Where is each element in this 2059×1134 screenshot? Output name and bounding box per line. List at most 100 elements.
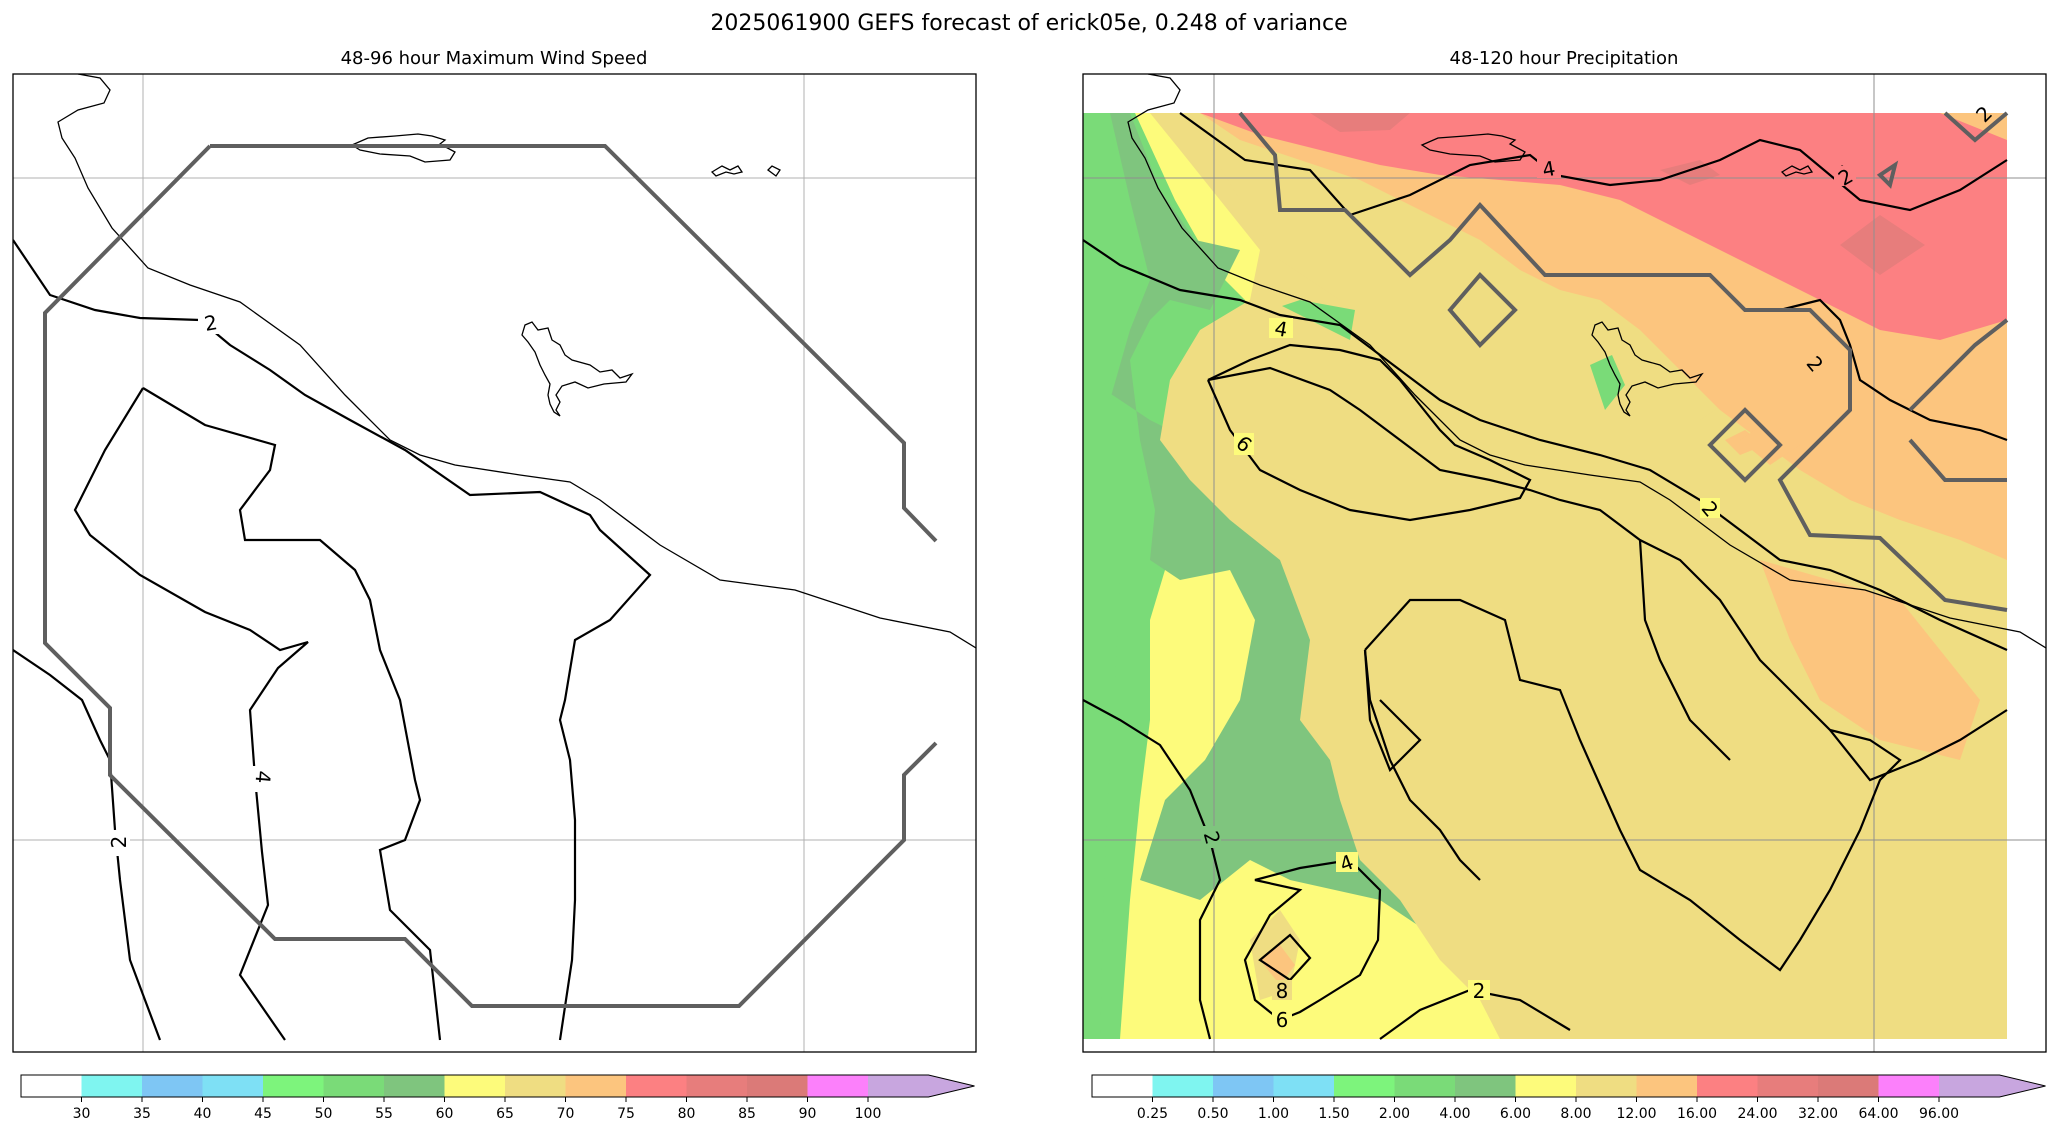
figure-title: 2025061900 GEFS forecast of erick05e, 0.… <box>710 11 1347 36</box>
wind-contour-label: 2 <box>107 836 131 849</box>
precip-colorbar-tick-label: 32.00 <box>1798 1106 1838 1122</box>
precip-colorbar-swatch <box>1334 1075 1395 1097</box>
wind-colorbar-swatch <box>323 1075 385 1097</box>
precip-colorbar-swatch <box>1697 1075 1758 1097</box>
precip-colorbar-extend-arrow <box>1999 1075 2046 1097</box>
precip-colorbar-tick-label: 24.00 <box>1737 1106 1777 1122</box>
precip-fill-red <box>1200 113 2007 340</box>
precip-colorbar-swatch <box>1878 1075 1940 1097</box>
wind-colorbar-swatch <box>202 1075 264 1097</box>
precip-fill-green-spot <box>1590 355 1625 410</box>
wind-colorbar-tick-label: 80 <box>678 1106 696 1122</box>
wind-colorbar-swatch <box>263 1075 324 1097</box>
precip-colorbar-outline <box>1091 1074 2046 1098</box>
precip-colorbar-swatch <box>1939 1075 2000 1097</box>
precip-grey-tracks <box>1238 111 2009 612</box>
wind-contour-labels: 2 4 2 <box>107 310 276 848</box>
wind-colorbar-swatch <box>868 1075 929 1097</box>
precip-fill-darkred-north <box>1310 113 1410 132</box>
precip-coastline <box>1127 74 2046 649</box>
precip-colorbar: 0.25 0.50 1.00 1.50 2.00 4.00 6.00 8.00 12.00 16.… <box>1091 1074 2046 1122</box>
wind-colorbar-tick-label: 55 <box>375 1106 393 1122</box>
wind-contour-label: 4 <box>250 770 275 785</box>
wind-colorbar-tick-label: 50 <box>315 1106 333 1122</box>
wind-colorbar-tick-label: 75 <box>617 1106 635 1122</box>
precip-fill-darkred-east <box>1840 215 1925 275</box>
precip-colorbar-tick-label: 16.00 <box>1677 1106 1717 1122</box>
wind-colorbar-tick-label: 45 <box>254 1106 272 1122</box>
precip-colorbar-tick-label: 8.00 <box>1560 1106 1591 1122</box>
wind-plot-background <box>13 74 976 1052</box>
wind-colorbar-swatch <box>142 1075 203 1097</box>
precip-label-masks <box>1201 158 1856 1029</box>
wind-contours <box>13 239 652 1041</box>
precip-contours <box>1083 112 2008 1040</box>
precip-colorbar-swatch <box>1636 1075 1698 1097</box>
precip-colorbar-swatch <box>1818 1075 1879 1097</box>
precip-panel-title: 48-120 hour Precipitation <box>1450 48 1679 69</box>
precip-fill <box>1083 113 2007 1039</box>
precip-colorbar-tick-label: 4.00 <box>1439 1106 1470 1122</box>
wind-panel-title: 48-96 hour Maximum Wind Speed <box>341 48 648 69</box>
precip-colorbar-swatch <box>1394 1075 1456 1097</box>
precip-colorbar-tick-label: 12.00 <box>1616 1106 1656 1122</box>
wind-colorbar-tick-label: 30 <box>73 1106 91 1122</box>
wind-colorbar-tick-label: 100 <box>855 1106 882 1122</box>
wind-colorbar-tick-label: 90 <box>799 1106 817 1122</box>
wind-label-masks <box>110 310 272 856</box>
precip-colorbar-tick-label: 96.00 <box>1919 1106 1959 1122</box>
wind-colorbar-swatch <box>626 1075 687 1097</box>
wind-colorbar-tick-label: 65 <box>496 1106 514 1122</box>
wind-grey-track <box>43 144 938 1008</box>
precip-contour-label: 4 <box>1273 316 1290 342</box>
precip-colorbar-tick-label: 0.25 <box>1137 1106 1168 1122</box>
precip-colorbar-tick-label: 1.50 <box>1318 1106 1349 1122</box>
precip-fill-orange-south <box>1260 945 1295 985</box>
precip-fill-orange-mid <box>1760 560 1980 760</box>
wind-colorbar-swatch <box>505 1075 566 1097</box>
precip-plot-frame <box>1082 73 2047 1053</box>
precip-contour-label: 8 <box>1276 979 1289 1003</box>
precip-contour-label: 2 <box>1473 979 1486 1003</box>
wind-colorbar-tick-label: 35 <box>133 1106 151 1122</box>
wind-colorbar-swatch <box>565 1075 627 1097</box>
precip-colorbar-tick-label: 64.00 <box>1858 1106 1898 1122</box>
precip-colorbar-swatch <box>1515 1075 1577 1097</box>
precip-fill-tan-upper <box>1200 113 1760 420</box>
precip-fill-green-strip <box>1083 113 1150 1039</box>
wind-colorbar-swatch <box>81 1075 143 1097</box>
precip-colorbar-swatch <box>1273 1075 1335 1097</box>
wind-colorbar-swatch <box>444 1075 506 1097</box>
precip-colorbar-tick-label: 1.00 <box>1258 1106 1289 1122</box>
wind-colorbar: 30 35 40 45 50 55 60 65 70 75 80 85 90 100 <box>20 1074 975 1122</box>
precip-contour-label: 2 <box>1199 828 1225 847</box>
wind-colorbar-swatch <box>807 1075 869 1097</box>
precip-colorbar-tick-label: 0.50 <box>1197 1106 1228 1122</box>
precip-contour-label: 6 <box>1276 1008 1289 1032</box>
wind-colorbar-tick-label: 60 <box>436 1106 454 1122</box>
precip-fill-orange-east <box>1790 620 1860 670</box>
wind-contour-label: 2 <box>202 310 219 336</box>
wind-plot-frame <box>12 73 977 1053</box>
precip-fill-orange-diamond <box>1740 420 1800 465</box>
wind-colorbar-outline <box>20 1074 975 1098</box>
precip-colorbar-tick-label: 6.00 <box>1500 1106 1531 1122</box>
wind-panel: 48-96 hour Maximum Wind Speed <box>12 48 977 1053</box>
precip-panel: 48-120 hour Precipitation <box>1082 48 2047 1053</box>
precip-colorbar-swatch <box>1092 1075 1153 1097</box>
wind-colorbar-swatch <box>747 1075 808 1097</box>
wind-colorbar-swatch <box>686 1075 748 1097</box>
wind-colorbar-tick-label: 70 <box>557 1106 575 1122</box>
precip-colorbar-swatch <box>1455 1075 1516 1097</box>
precip-colorbar-swatch <box>1576 1075 1637 1097</box>
wind-colorbar-tick-label: 85 <box>738 1106 756 1122</box>
precip-colorbar-swatch <box>1152 1075 1214 1097</box>
precip-colorbar-tick-label: 2.00 <box>1379 1106 1410 1122</box>
precip-contour-label: 4 <box>1540 156 1557 182</box>
precip-colorbar-swatch <box>1757 1075 1819 1097</box>
wind-colorbar-extend-arrow <box>928 1075 975 1097</box>
wind-colorbar-swatch <box>384 1075 445 1097</box>
precip-fill-green-spot2 <box>1282 300 1355 340</box>
wind-colorbar-tick-label: 40 <box>194 1106 212 1122</box>
